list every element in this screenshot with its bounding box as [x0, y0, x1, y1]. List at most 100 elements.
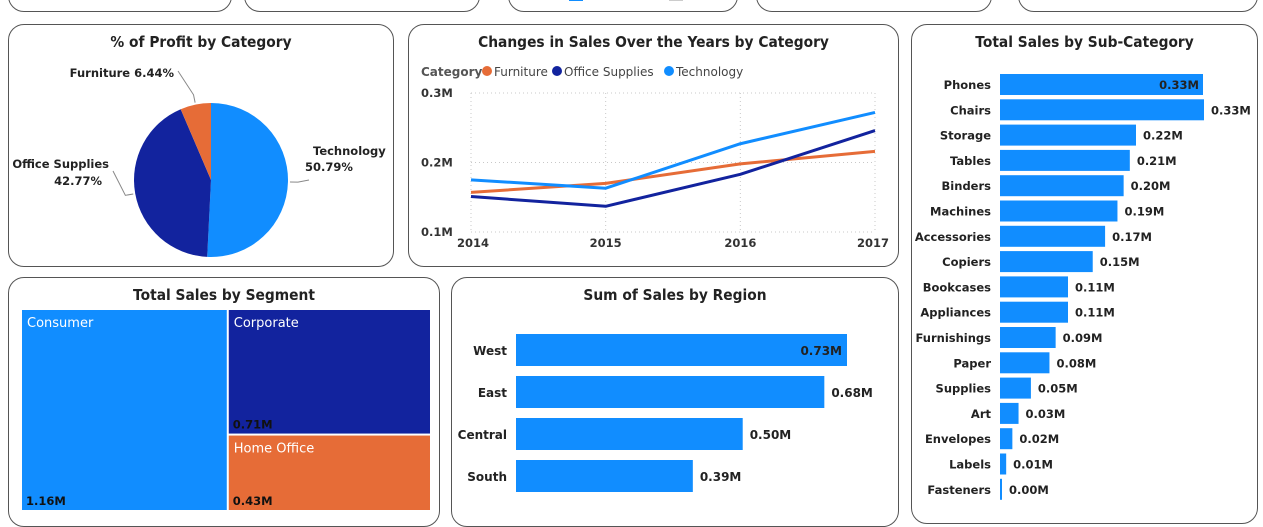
- subcat-label-tables: Tables: [950, 154, 991, 168]
- treemap-tile-home-office: [228, 435, 430, 510]
- subcat-label-furnishings: Furnishings: [915, 331, 991, 345]
- subcat-label-labels: Labels: [949, 458, 991, 472]
- top-card-3-swatch-left: [569, 0, 583, 1]
- profit-by-category-card[interactable]: % of Profit by Category Technology 50.79%…: [8, 24, 394, 267]
- pie-leader-technology: [289, 179, 310, 183]
- subcat-bar-furnishings: [1000, 327, 1056, 348]
- subcat-label-machines: Machines: [930, 205, 991, 219]
- subcat-bar-envelopes: [1000, 428, 1013, 450]
- subcat-bar-paper: [1000, 352, 1050, 374]
- line-series-technology: [470, 110, 876, 190]
- region-label-west: West: [473, 344, 507, 358]
- subcat-label-paper: Paper: [953, 356, 991, 370]
- pie-label-technology: Technology: [313, 144, 386, 158]
- region-label-south: South: [467, 470, 507, 484]
- subcat-bar-phones: [1000, 74, 1203, 95]
- subcat-value-appliances: 0.11M: [1075, 306, 1115, 320]
- region-label-central: Central: [458, 428, 507, 442]
- pie-label-furniture: Furniture 6.44%: [70, 66, 175, 80]
- sales-over-years-line-chart[interactable]: Category Furniture Office Supplies Technolo…: [409, 25, 899, 267]
- subcat-label-art: Art: [971, 407, 992, 421]
- pie-label-technology-value: 50.79%: [305, 160, 353, 174]
- pie-slice-technology: [207, 103, 288, 257]
- sales-over-years-card[interactable]: Changes in Sales Over the Years by Categ…: [408, 24, 899, 267]
- top-card-3-swatch-right: [669, 0, 683, 1]
- treemap-tile-consumer: [22, 310, 227, 510]
- subcat-value-envelopes: 0.02M: [1019, 432, 1059, 446]
- subcat-label-copiers: Copiers: [942, 255, 991, 269]
- sales-by-region-title: Sum of Sales by Region: [583, 286, 767, 304]
- treemap-name-consumer: Consumer: [27, 316, 94, 331]
- legend-dot-furniture: [482, 66, 492, 76]
- y-tick-label: 0.3M: [421, 86, 453, 100]
- subcat-label-envelopes: Envelopes: [925, 432, 991, 446]
- subcat-value-machines: 0.19M: [1124, 205, 1164, 219]
- subcat-value-supplies: 0.05M: [1038, 382, 1078, 396]
- subcat-label-bookcases: Bookcases: [923, 280, 991, 294]
- subcat-value-phones: 0.33M: [1159, 78, 1199, 92]
- treemap-name-corporate: Corporate: [234, 316, 299, 331]
- subcat-bar-supplies: [1000, 377, 1031, 399]
- treemap-value-corporate: 0.71M: [233, 418, 273, 432]
- subcat-label-accessories: Accessories: [915, 230, 991, 244]
- subcat-value-furnishings: 0.09M: [1063, 331, 1103, 345]
- subcat-value-chairs: 0.33M: [1211, 103, 1251, 117]
- subcat-bar-chairs: [1000, 99, 1204, 121]
- subcat-label-fasteners: Fasteners: [927, 483, 991, 497]
- subcat-label-supplies: Supplies: [936, 382, 992, 396]
- subcat-label-chairs: Chairs: [950, 103, 991, 117]
- line-series-furniture: [470, 149, 876, 194]
- sales-by-segment-card[interactable]: Total Sales by Segment Consumer 1.16M Corp…: [8, 277, 440, 527]
- sales-by-subcategory-card[interactable]: Total Sales by Sub-Category Phones 0.33M C…: [911, 24, 1258, 524]
- sales-by-region-card[interactable]: Sum of Sales by Region West 0.73M East 0.68…: [451, 277, 899, 527]
- sales-by-subcategory-bar-chart[interactable]: Phones 0.33M Chairs 0.33M Storage 0.22M Tables…: [912, 25, 1258, 524]
- subcat-bar-machines: [1000, 200, 1118, 222]
- subcat-value-fasteners: 0.00M: [1009, 483, 1049, 497]
- subcat-label-phones: Phones: [944, 78, 992, 92]
- region-bar-south: [516, 460, 693, 492]
- region-bar-west: [516, 334, 847, 366]
- subcat-bar-binders: [1000, 175, 1124, 197]
- subcat-value-bookcases: 0.11M: [1075, 280, 1115, 294]
- top-card-3: [508, 0, 738, 12]
- x-tick-label: 2015: [590, 236, 622, 250]
- region-bar-east: [516, 376, 825, 408]
- top-card-1: [8, 0, 232, 12]
- region-value-central: 0.50M: [750, 428, 792, 442]
- subcat-value-art: 0.03M: [1026, 407, 1066, 421]
- subcat-label-storage: Storage: [940, 129, 991, 143]
- pie-label-office-supplies: Office Supplies: [12, 157, 109, 171]
- sales-over-years-title: Changes in Sales Over the Years by Categ…: [478, 33, 829, 51]
- subcat-bar-accessories: [1000, 225, 1106, 247]
- pie-slice-office-supplies: [133, 109, 211, 257]
- subcat-label-binders: Binders: [942, 179, 992, 193]
- region-value-south: 0.39M: [700, 470, 742, 484]
- subcat-value-binders: 0.20M: [1131, 179, 1171, 193]
- subcat-value-labels: 0.01M: [1013, 458, 1053, 472]
- subcat-bar-storage: [1000, 124, 1136, 146]
- sales-by-region-bar-chart[interactable]: West 0.73M East 0.68M Central 0.50M South 0.39M: [452, 278, 899, 527]
- sales-by-segment-title: Total Sales by Segment: [133, 286, 315, 304]
- top-card-2: [244, 0, 480, 12]
- legend-dot-office-supplies: [552, 66, 562, 76]
- top-card-5: [1018, 0, 1258, 12]
- x-tick-label: 2017: [857, 236, 889, 250]
- legend-label-furniture: Furniture: [494, 65, 548, 79]
- x-tick-label: 2014: [457, 236, 489, 250]
- subcat-label-appliances: Appliances: [920, 306, 991, 320]
- region-label-east: East: [478, 386, 507, 400]
- profit-by-category-title: % of Profit by Category: [110, 33, 292, 51]
- subcat-bar-fasteners: [1000, 478, 1002, 500]
- line-series-office-supplies: [470, 129, 876, 208]
- subcat-value-copiers: 0.15M: [1100, 255, 1140, 269]
- pie-slice-furniture: [180, 103, 211, 180]
- y-tick-label: 0.1M: [421, 225, 453, 239]
- sales-by-segment-treemap[interactable]: Consumer 1.16M Corporate 0.71M Home Office 0.…: [9, 278, 440, 527]
- treemap-name-home-office: Home Office: [234, 442, 314, 457]
- subcat-value-tables: 0.21M: [1137, 154, 1177, 168]
- subcat-bar-tables: [1000, 149, 1130, 171]
- pie-label-office-supplies-value: 42.77%: [54, 174, 102, 188]
- profit-by-category-pie[interactable]: Technology 50.79% Office Supplies 42.77% Fur…: [9, 25, 394, 267]
- x-tick-label: 2016: [724, 236, 756, 250]
- subcat-bar-bookcases: [1000, 276, 1068, 298]
